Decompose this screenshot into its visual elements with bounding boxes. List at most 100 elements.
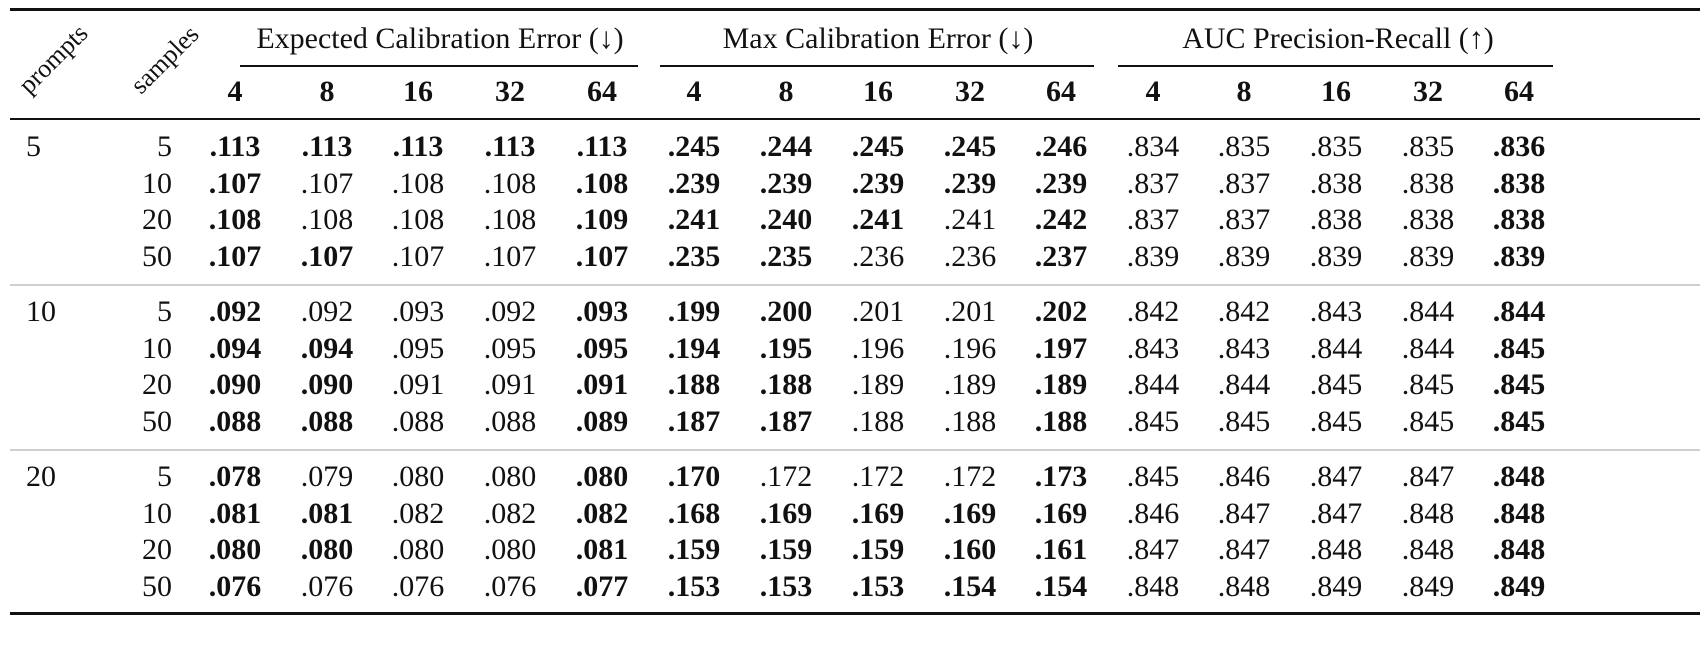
table-cell: .835 (1309, 130, 1363, 163)
samples-value: 5 (157, 460, 172, 493)
table-cell: .107 (391, 239, 445, 273)
table-cell: .113 (301, 130, 353, 163)
table-cell: .847 (1309, 460, 1363, 493)
table-cell: .082 (483, 496, 537, 530)
prompts-label: prompts (12, 18, 94, 100)
table-cell: .080 (300, 533, 354, 566)
samples-label: samples (124, 19, 205, 100)
table-cell: .154 (943, 569, 997, 603)
table-cell: .842 (1217, 295, 1271, 328)
table-cell: .108 (483, 203, 537, 236)
column-header: 4 (227, 75, 243, 108)
table-cell: .844 (1217, 368, 1271, 401)
table-cell: .239 (943, 166, 997, 200)
table-cell: .091 (391, 368, 445, 401)
table-cell: .844 (1492, 295, 1546, 328)
table-cell: .239 (759, 166, 813, 200)
table-cell: .837 (1217, 203, 1271, 236)
table-cell: .095 (483, 331, 537, 365)
table-cell: .839 (1309, 239, 1363, 273)
table-cell: .846 (1217, 460, 1271, 493)
table-cell: .839 (1401, 239, 1455, 273)
table-cell: .153 (851, 569, 905, 603)
group-underline (660, 65, 1094, 67)
table-cell: .838 (1401, 203, 1455, 236)
table-cell: .195 (759, 331, 813, 365)
table-cell: .241 (667, 203, 721, 236)
table-cell: .834 (1126, 130, 1180, 163)
table-cell: .843 (1217, 331, 1271, 365)
table-cell: .847 (1401, 460, 1455, 493)
table-cell: .088 (391, 404, 445, 438)
table-cell: .848 (1126, 569, 1180, 603)
samples-value: 10 (142, 166, 172, 200)
table-cell: .244 (759, 130, 813, 163)
table-cell: .848 (1401, 533, 1455, 566)
table-cell: .842 (1126, 295, 1180, 328)
table-cell: .848 (1217, 569, 1271, 603)
table-cell: .845 (1309, 404, 1363, 438)
table-cell: .189 (943, 368, 997, 401)
samples-value: 5 (157, 130, 172, 163)
table-cell: .080 (391, 533, 445, 566)
table-cell: .241 (851, 203, 905, 236)
table-cell: .079 (300, 460, 354, 493)
column-header: 32 (495, 75, 525, 108)
table-cell: .236 (943, 239, 997, 273)
table-cell: .196 (943, 331, 997, 365)
table-cell: .108 (391, 203, 445, 236)
table-cell: .077 (575, 569, 629, 603)
group-title: Expected Calibration Error (↓) (256, 22, 624, 55)
table-cell: .089 (575, 404, 629, 438)
table-cell: .845 (1126, 460, 1180, 493)
table-cell: .092 (208, 295, 262, 328)
table-cell: .094 (300, 331, 354, 365)
table-cell: .076 (483, 569, 537, 603)
table-cell: .847 (1309, 496, 1363, 530)
table-cell: .081 (208, 496, 262, 530)
column-header: 4 (686, 75, 702, 108)
table-cell: .188 (759, 368, 813, 401)
table-cell: .845 (1309, 368, 1363, 401)
table-cell: .187 (759, 404, 813, 438)
table-cell: .090 (300, 368, 354, 401)
table-cell: .199 (667, 295, 721, 328)
table-cell: .848 (1492, 460, 1546, 493)
table-cell: .839 (1217, 239, 1271, 273)
column-header: 4 (1145, 75, 1161, 108)
table-cell: .241 (943, 203, 997, 236)
samples-value: 20 (142, 203, 172, 236)
samples-value: 50 (142, 239, 172, 273)
table-cell: .235 (759, 239, 813, 273)
table-cell: .168 (667, 496, 721, 530)
table-cell: .092 (483, 295, 537, 328)
table-cell: .847 (1126, 533, 1180, 566)
table-cell: .246 (1034, 130, 1088, 163)
table-cell: .172 (759, 460, 813, 493)
table-cell: .245 (667, 130, 721, 163)
table-cell: .242 (1034, 203, 1088, 236)
column-header: 8 (319, 75, 335, 108)
table-cell: .239 (851, 166, 905, 200)
table-cell: .847 (1217, 533, 1271, 566)
table-cell: .109 (575, 203, 629, 236)
table-cell: .839 (1492, 239, 1546, 273)
table-cell: .091 (575, 368, 629, 401)
table-cell: .159 (667, 533, 721, 566)
samples-value: 10 (142, 331, 172, 365)
table-cell: .835 (1217, 130, 1271, 163)
table-cell: .200 (759, 295, 813, 328)
column-header: 16 (1321, 75, 1351, 108)
samples-value: 50 (142, 404, 172, 438)
table-cell: .108 (300, 203, 354, 236)
column-header: 32 (1413, 75, 1443, 108)
table-cell: .836 (1492, 130, 1546, 163)
table-cell: .113 (576, 130, 628, 163)
column-header: 64 (587, 75, 617, 108)
table-cell: .080 (483, 460, 537, 493)
table-cell: .108 (575, 166, 629, 200)
table-cell: .845 (1492, 331, 1546, 365)
table-cell: .844 (1401, 295, 1455, 328)
table-cell: .082 (391, 496, 445, 530)
table-cell: .169 (943, 496, 997, 530)
